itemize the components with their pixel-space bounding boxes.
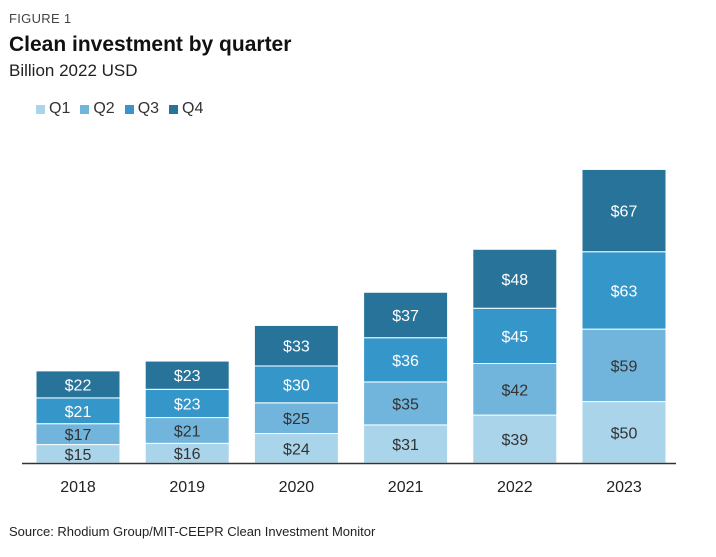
data-label-2023-q3: $63 <box>611 283 638 300</box>
bar-segment-2019-q4 <box>144 360 230 390</box>
data-label-2018-q4: $22 <box>65 377 92 394</box>
data-label-2020-q1: $24 <box>283 441 310 458</box>
legend-label-q4: Q4 <box>182 100 204 117</box>
legend-label-q1: Q1 <box>49 100 71 117</box>
data-label-2023-q1: $50 <box>611 425 638 442</box>
bar-segment-2020-q4 <box>253 324 339 367</box>
legend-item-q1: Q1 <box>36 100 70 118</box>
data-label-2022-q3: $45 <box>501 329 528 346</box>
data-label-2023-q4: $67 <box>611 204 638 221</box>
data-label-2021-q2: $35 <box>392 396 419 413</box>
data-label-2022-q2: $42 <box>501 382 528 399</box>
bar-segment-2023-q1 <box>581 401 667 464</box>
chart-subtitle: Billion 2022 USD <box>9 61 138 80</box>
legend-swatch-q3 <box>124 104 134 114</box>
x-tick-label-2020: 2020 <box>279 479 315 496</box>
source-note: Source: Rhodium Group/MIT-CEEPR Clean In… <box>9 524 376 539</box>
legend-label-q2: Q2 <box>93 100 115 117</box>
legend-label-q3: Q3 <box>137 100 160 117</box>
bar-segment-2022-q1 <box>472 414 558 464</box>
legend-item-q3: Q3 <box>124 100 160 118</box>
x-tick-label-2018: 2018 <box>60 479 96 496</box>
bar-segment-2022-q2 <box>472 363 558 416</box>
bar-segment-2023-q4 <box>581 168 667 253</box>
x-tick-label-2021: 2021 <box>388 479 424 496</box>
figure-label: FIGURE 1 <box>9 11 72 26</box>
data-label-2020-q2: $25 <box>283 411 310 428</box>
data-label-2018-q1: $15 <box>65 447 92 464</box>
bar-segment-2019-q2 <box>144 417 230 444</box>
legend-item-q4: Q4 <box>169 100 203 118</box>
data-label-2022-q4: $48 <box>501 272 528 289</box>
legend-swatch-q2 <box>80 104 90 114</box>
bar-segment-2020-q2 <box>253 402 339 435</box>
bar-segment-2021-q3 <box>363 337 449 383</box>
data-label-2022-q1: $39 <box>501 432 528 449</box>
data-label-2019-q1: $16 <box>174 446 201 463</box>
legend-swatch-q1 <box>36 104 45 114</box>
data-label-2018-q2: $17 <box>65 427 92 444</box>
data-label-2023-q2: $59 <box>611 358 638 375</box>
data-label-2020-q4: $33 <box>283 339 310 356</box>
data-label-2021-q3: $36 <box>392 353 419 370</box>
bar-segment-2023-q3 <box>581 251 667 330</box>
data-label-2019-q3: $23 <box>174 396 201 413</box>
x-tick-label-2023: 2023 <box>606 479 642 496</box>
data-label-2018-q3: $21 <box>65 404 92 421</box>
x-tick-label-2019: 2019 <box>169 479 205 496</box>
data-label-2019-q2: $21 <box>174 423 201 440</box>
x-tick-label-2022: 2022 <box>497 479 533 496</box>
bar-segment-2022-q3 <box>472 307 558 365</box>
chart-legend: Q1 Q2 Q3 Q4 <box>36 100 213 118</box>
bar-segment-2021-q4 <box>363 291 449 339</box>
legend-swatch-q4 <box>169 104 179 114</box>
data-label-2019-q4: $23 <box>174 368 201 385</box>
bar-segment-2018-q4 <box>35 370 121 399</box>
bar-segment-2023-q2 <box>581 328 667 403</box>
legend-item-q2: Q2 <box>80 100 115 118</box>
bar-segment-2021-q2 <box>363 381 449 426</box>
chart-title: Clean investment by quarter <box>9 33 292 56</box>
bar-segment-2020-q1 <box>253 433 339 464</box>
bar-segment-2022-q4 <box>472 248 558 309</box>
data-label-2021-q1: $31 <box>392 437 419 454</box>
data-label-2021-q4: $37 <box>392 308 419 325</box>
data-label-2020-q3: $30 <box>283 377 310 394</box>
